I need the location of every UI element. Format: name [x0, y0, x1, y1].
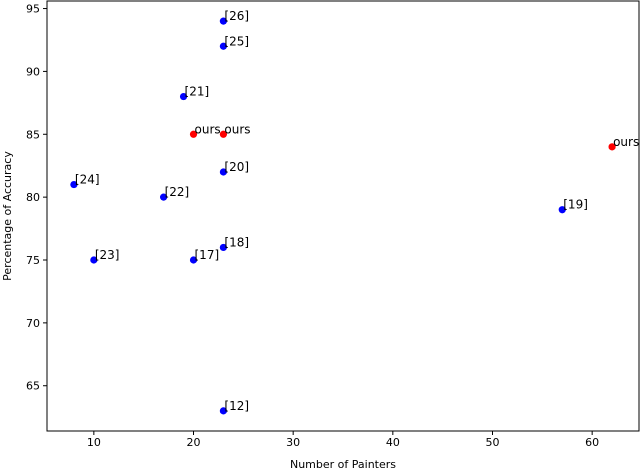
data-point [90, 256, 98, 264]
data-point [179, 92, 188, 101]
point-label: ours [224, 122, 250, 136]
point-label: [21] [185, 85, 210, 99]
point-label: [20] [224, 160, 249, 174]
point-label: [12] [224, 399, 249, 413]
point-label: [19] [563, 198, 588, 212]
point-label: [26] [224, 9, 249, 23]
data-points [70, 17, 616, 415]
x-tick-label: 40 [386, 436, 400, 449]
data-point [160, 193, 168, 201]
data-point [219, 168, 228, 176]
axis-ticks: 10 20 30 40 50 60 65 70 75 80 85 90 95 [26, 3, 599, 449]
data-point [219, 42, 228, 50]
point-label: [22] [165, 185, 190, 199]
data-point [219, 17, 228, 25]
x-tick-label: 20 [187, 436, 201, 449]
x-tick-label: 10 [87, 436, 101, 449]
point-label: [25] [224, 34, 249, 48]
y-tick-label: 65 [26, 380, 40, 393]
point-label: ours [195, 122, 221, 136]
point-label: [17] [195, 248, 220, 262]
x-tick-label: 60 [585, 436, 599, 449]
data-point [219, 243, 228, 252]
plot-frame [46, 0, 640, 432]
y-axis-label: Percentage of Accuracy [1, 151, 14, 281]
y-tick-label: 75 [26, 254, 40, 267]
data-point [189, 256, 198, 264]
x-tick-label: 30 [286, 436, 300, 449]
point-labels: [26] [25] [21] [20] [24] [22] [19] [18] [23] [17]… [75, 9, 639, 413]
y-tick-label: 90 [26, 65, 40, 78]
y-tick-label: 80 [26, 191, 40, 204]
data-point [219, 130, 228, 138]
data-point [70, 180, 78, 189]
data-point [219, 407, 228, 415]
data-point [608, 143, 616, 151]
point-label: [23] [95, 248, 120, 262]
point-label: ours [613, 135, 639, 149]
data-point [558, 206, 566, 214]
point-label: [24] [75, 173, 100, 187]
y-tick-label: 70 [26, 317, 40, 330]
y-tick-label: 85 [26, 128, 40, 141]
x-axis-label: Number of Painters [290, 458, 396, 470]
x-tick-label: 50 [485, 436, 499, 449]
y-tick-label: 95 [26, 3, 40, 16]
data-point [189, 130, 198, 138]
point-label: [18] [224, 235, 249, 249]
